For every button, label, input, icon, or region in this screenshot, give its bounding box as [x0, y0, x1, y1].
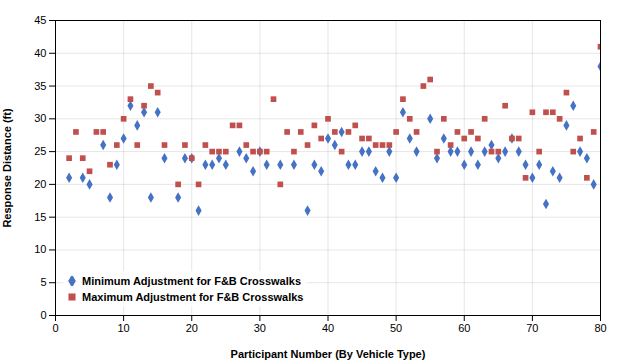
svg-text:40: 40 [34, 47, 46, 59]
svg-text:30: 30 [254, 322, 266, 334]
svg-text:15: 15 [34, 211, 46, 223]
svg-text:0: 0 [52, 322, 58, 334]
svg-text:Participant Number (By Vehicle: Participant Number (By Vehicle Type) [231, 348, 426, 360]
html-text:Maximum Adjustment for F&B Cro: Maximum Adjustment for F&B Crosswalks [82, 291, 304, 303]
svg-text:70: 70 [526, 322, 538, 334]
svg-text:50: 50 [390, 322, 402, 334]
svg-text:Response Distance (ft): Response Distance (ft) [1, 108, 13, 228]
svg-text:45: 45 [34, 14, 46, 26]
svg-text:0: 0 [40, 309, 46, 321]
svg-text:60: 60 [458, 322, 470, 334]
svg-text:20: 20 [34, 178, 46, 190]
svg-text:35: 35 [34, 80, 46, 92]
svg-text:80: 80 [594, 322, 606, 334]
svg-text:40: 40 [322, 322, 334, 334]
svg-text:5: 5 [40, 276, 46, 288]
svg-text:10: 10 [118, 322, 130, 334]
svg-text:30: 30 [34, 112, 46, 124]
svg-text:20: 20 [186, 322, 198, 334]
svg-text:25: 25 [34, 145, 46, 157]
svg-text:10: 10 [34, 243, 46, 255]
html-text:Minimum Adjustment for F&B Cro: Minimum Adjustment for F&B Crosswalks [82, 275, 301, 287]
